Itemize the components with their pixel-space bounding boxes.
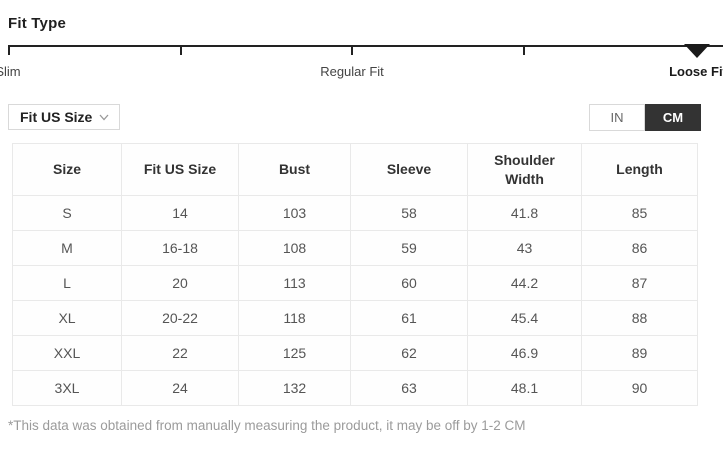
fit-us-size-dropdown-label: Fit US Size [20,109,93,125]
table-row: XL 20-22 118 61 45.4 88 [12,300,698,336]
cell: 88 [581,300,698,336]
fit-type-label-loose: Loose Fit [669,64,723,79]
unit-cm-button[interactable]: CM [645,104,701,131]
cell: 90 [581,370,698,406]
cell: 89 [581,335,698,371]
cell: 59 [350,230,468,266]
cell: 22 [121,335,239,371]
cell: 44.2 [467,265,582,301]
cell: S [12,195,122,231]
cell: 61 [350,300,468,336]
size-chart-table: Size Fit US Size Bust Sleeve Shoulder Wi… [12,143,698,406]
cell: M [12,230,122,266]
cell: 118 [238,300,351,336]
cell: 86 [581,230,698,266]
cell: 3XL [12,370,122,406]
cell: 60 [350,265,468,301]
cell: 16-18 [121,230,239,266]
table-row: 3XL 24 132 63 48.1 90 [12,370,698,406]
col-header-shoulder-width: Shoulder Width [467,143,582,196]
table-row: L 20 113 60 44.2 87 [12,265,698,301]
cell: 132 [238,370,351,406]
cell: 125 [238,335,351,371]
table-row: M 16-18 108 59 43 86 [12,230,698,266]
slider-tick [351,45,353,55]
col-header-size: Size [12,143,122,196]
cell: 108 [238,230,351,266]
unit-toggle: IN CM [589,104,701,131]
cell: 20-22 [121,300,239,336]
chevron-down-icon [99,114,109,121]
measurement-disclaimer: *This data was obtained from manually me… [8,418,526,433]
table-header-row: Size Fit US Size Bust Sleeve Shoulder Wi… [12,143,698,196]
unit-in-button[interactable]: IN [589,104,645,131]
fit-type-label-slim: Slim [0,64,21,79]
cell: 43 [467,230,582,266]
slider-tick [523,45,525,55]
table-row: S 14 103 58 41.8 85 [12,195,698,231]
cell: 62 [350,335,468,371]
col-header-bust: Bust [238,143,351,196]
cell: 58 [350,195,468,231]
cell: 85 [581,195,698,231]
cell: 14 [121,195,239,231]
fit-type-marker-triangle-icon [684,44,710,58]
cell: XL [12,300,122,336]
cell: 20 [121,265,239,301]
cell: 46.9 [467,335,582,371]
col-header-length: Length [581,143,698,196]
col-header-sleeve: Sleeve [350,143,468,196]
fit-type-label-regular: Regular Fit [320,64,384,79]
cell: XXL [12,335,122,371]
cell: L [12,265,122,301]
cell: 41.8 [467,195,582,231]
cell: 103 [238,195,351,231]
fit-type-title: Fit Type [8,15,66,32]
cell: 48.1 [467,370,582,406]
cell: 87 [581,265,698,301]
slider-tick [180,45,182,55]
cell: 24 [121,370,239,406]
fit-type-slider-track [8,45,723,47]
cell: 113 [238,265,351,301]
fit-us-size-dropdown[interactable]: Fit US Size [8,104,121,130]
col-header-fit-us-size: Fit US Size [121,143,239,196]
slider-tick [8,45,10,55]
cell: 45.4 [467,300,582,336]
table-row: XXL 22 125 62 46.9 89 [12,335,698,371]
cell: 63 [350,370,468,406]
